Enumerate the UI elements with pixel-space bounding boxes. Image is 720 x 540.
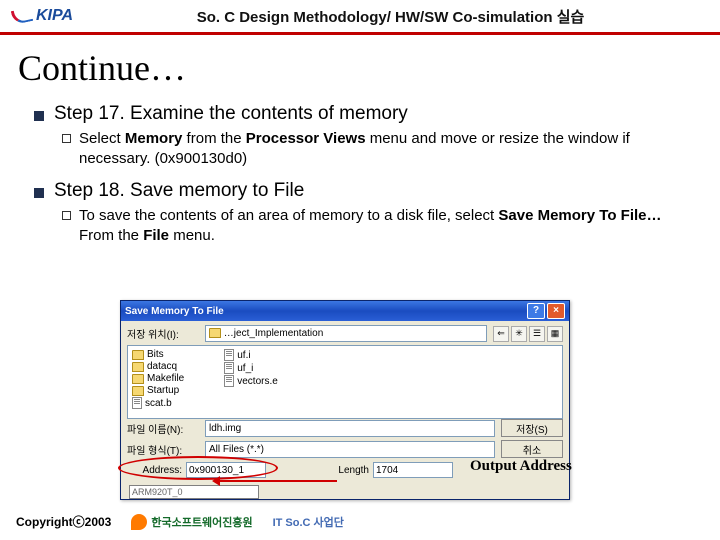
filetype-combo[interactable]: All Files (*.*) (205, 441, 495, 458)
close-button[interactable]: × (547, 303, 565, 319)
file-icon (224, 362, 234, 374)
content-area: Step 17. Examine the contents of memory … (0, 95, 720, 264)
file-item[interactable]: scat.b (132, 397, 184, 409)
lookin-label: 저장 위치(I): (127, 326, 199, 341)
header-title: So. C Design Methodology/ HW/SW Co-simul… (73, 6, 708, 27)
folder-icon (209, 328, 221, 338)
slide-title: Continue… (0, 35, 720, 95)
step-17-text: Select Memory from the Processor Views m… (79, 129, 686, 170)
dialog-title: Save Memory To File (125, 306, 224, 317)
new-folder-icon[interactable]: ✳ (511, 326, 527, 342)
file-item[interactable]: uf.i (224, 349, 278, 361)
file-icon (224, 349, 234, 361)
address-highlight-ellipse (118, 456, 278, 480)
file-item[interactable]: Makefile (132, 373, 184, 384)
sub-bullet-icon (62, 134, 71, 143)
copyright-text: Copyrightⓒ2003 (16, 513, 111, 530)
file-item[interactable]: Startup (132, 385, 184, 396)
footer-org-logo: 한국소프트웨어진흥원 (131, 514, 252, 530)
file-item[interactable]: datacq (132, 361, 184, 372)
file-item[interactable]: vectors.e (224, 375, 278, 387)
step-18-label: Step 18. Save memory to File (54, 180, 304, 202)
step-18-heading: Step 18. Save memory to File (34, 180, 686, 202)
length-label: Length (314, 465, 369, 476)
footer-org1: 한국소프트웨어진흥원 (151, 514, 252, 530)
slide-header: KIPA So. C Design Methodology/ HW/SW Co-… (0, 0, 720, 32)
cancel-button[interactable]: 취소 (501, 440, 563, 458)
output-address-annotation: Output Address (470, 458, 572, 475)
sub-bullet-icon (62, 211, 71, 220)
step-17-sub: Select Memory from the Processor Views m… (62, 129, 686, 170)
save-button[interactable]: 저장(S) (501, 419, 563, 437)
file-name: uf_i (237, 363, 253, 374)
slide-footer: Copyrightⓒ2003 한국소프트웨어진흥원 IT So.C 사업단 (16, 513, 344, 530)
file-icon (224, 375, 234, 387)
file-item[interactable]: Bits (132, 349, 184, 360)
file-name: datacq (147, 361, 177, 372)
details-view-icon[interactable]: ▦ (547, 326, 563, 342)
file-name: Makefile (147, 373, 184, 384)
file-name: vectors.e (237, 376, 278, 387)
step-17-label: Step 17. Examine the contents of memory (54, 103, 408, 125)
step-18-sub: To save the contents of an area of memor… (62, 206, 686, 247)
up-folder-icon[interactable]: ⇐ (493, 326, 509, 342)
file-icon (132, 397, 142, 409)
kipa-logo: KIPA (12, 7, 73, 25)
dialog-titlebar[interactable]: Save Memory To File ? × (121, 301, 569, 321)
step-17: Step 17. Examine the contents of memory … (34, 103, 686, 170)
folder-icon (132, 374, 144, 384)
logo-swoosh-icon (11, 7, 33, 25)
bullet-icon (34, 188, 44, 198)
list-view-icon[interactable]: ☰ (529, 326, 545, 342)
folder-icon (132, 350, 144, 360)
file-list-panel[interactable]: BitsdatacqMakefileStartup scat.b uf.i uf_iv… (127, 345, 563, 419)
footer-org2: IT So.C 사업단 (273, 514, 344, 530)
rm-combo[interactable]: ARM920T_0 (129, 485, 259, 499)
filename-input[interactable]: ldh.img (205, 420, 495, 437)
org-logo-icon (131, 514, 147, 530)
step-18-text: To save the contents of an area of memor… (79, 206, 686, 247)
filename-row: 파일 이름(N): ldh.img 저장(S) (127, 419, 563, 437)
lookin-row: 저장 위치(I): …ject_Implementation ⇐ ✳ ☰ ▦ (127, 325, 563, 342)
logo-text: KIPA (36, 7, 73, 25)
annotation-arrow (215, 480, 337, 482)
file-name: scat.b (145, 398, 172, 409)
file-item[interactable]: uf_i (224, 362, 278, 374)
file-name: Bits (147, 349, 164, 360)
help-button[interactable]: ? (527, 303, 545, 319)
step-17-heading: Step 17. Examine the contents of memory (34, 103, 686, 125)
file-name: Startup (147, 385, 179, 396)
file-name: uf.i (237, 350, 250, 361)
folder-icon (132, 362, 144, 372)
lookin-combo[interactable]: …ject_Implementation (205, 325, 487, 342)
filetype-label: 파일 형식(T): (127, 442, 199, 457)
length-input[interactable] (373, 462, 453, 478)
filename-label: 파일 이름(N): (127, 421, 199, 436)
bullet-icon (34, 111, 44, 121)
step-18: Step 18. Save memory to File To save the… (34, 180, 686, 247)
folder-icon (132, 386, 144, 396)
toolbar-icons: ⇐ ✳ ☰ ▦ (493, 326, 563, 342)
